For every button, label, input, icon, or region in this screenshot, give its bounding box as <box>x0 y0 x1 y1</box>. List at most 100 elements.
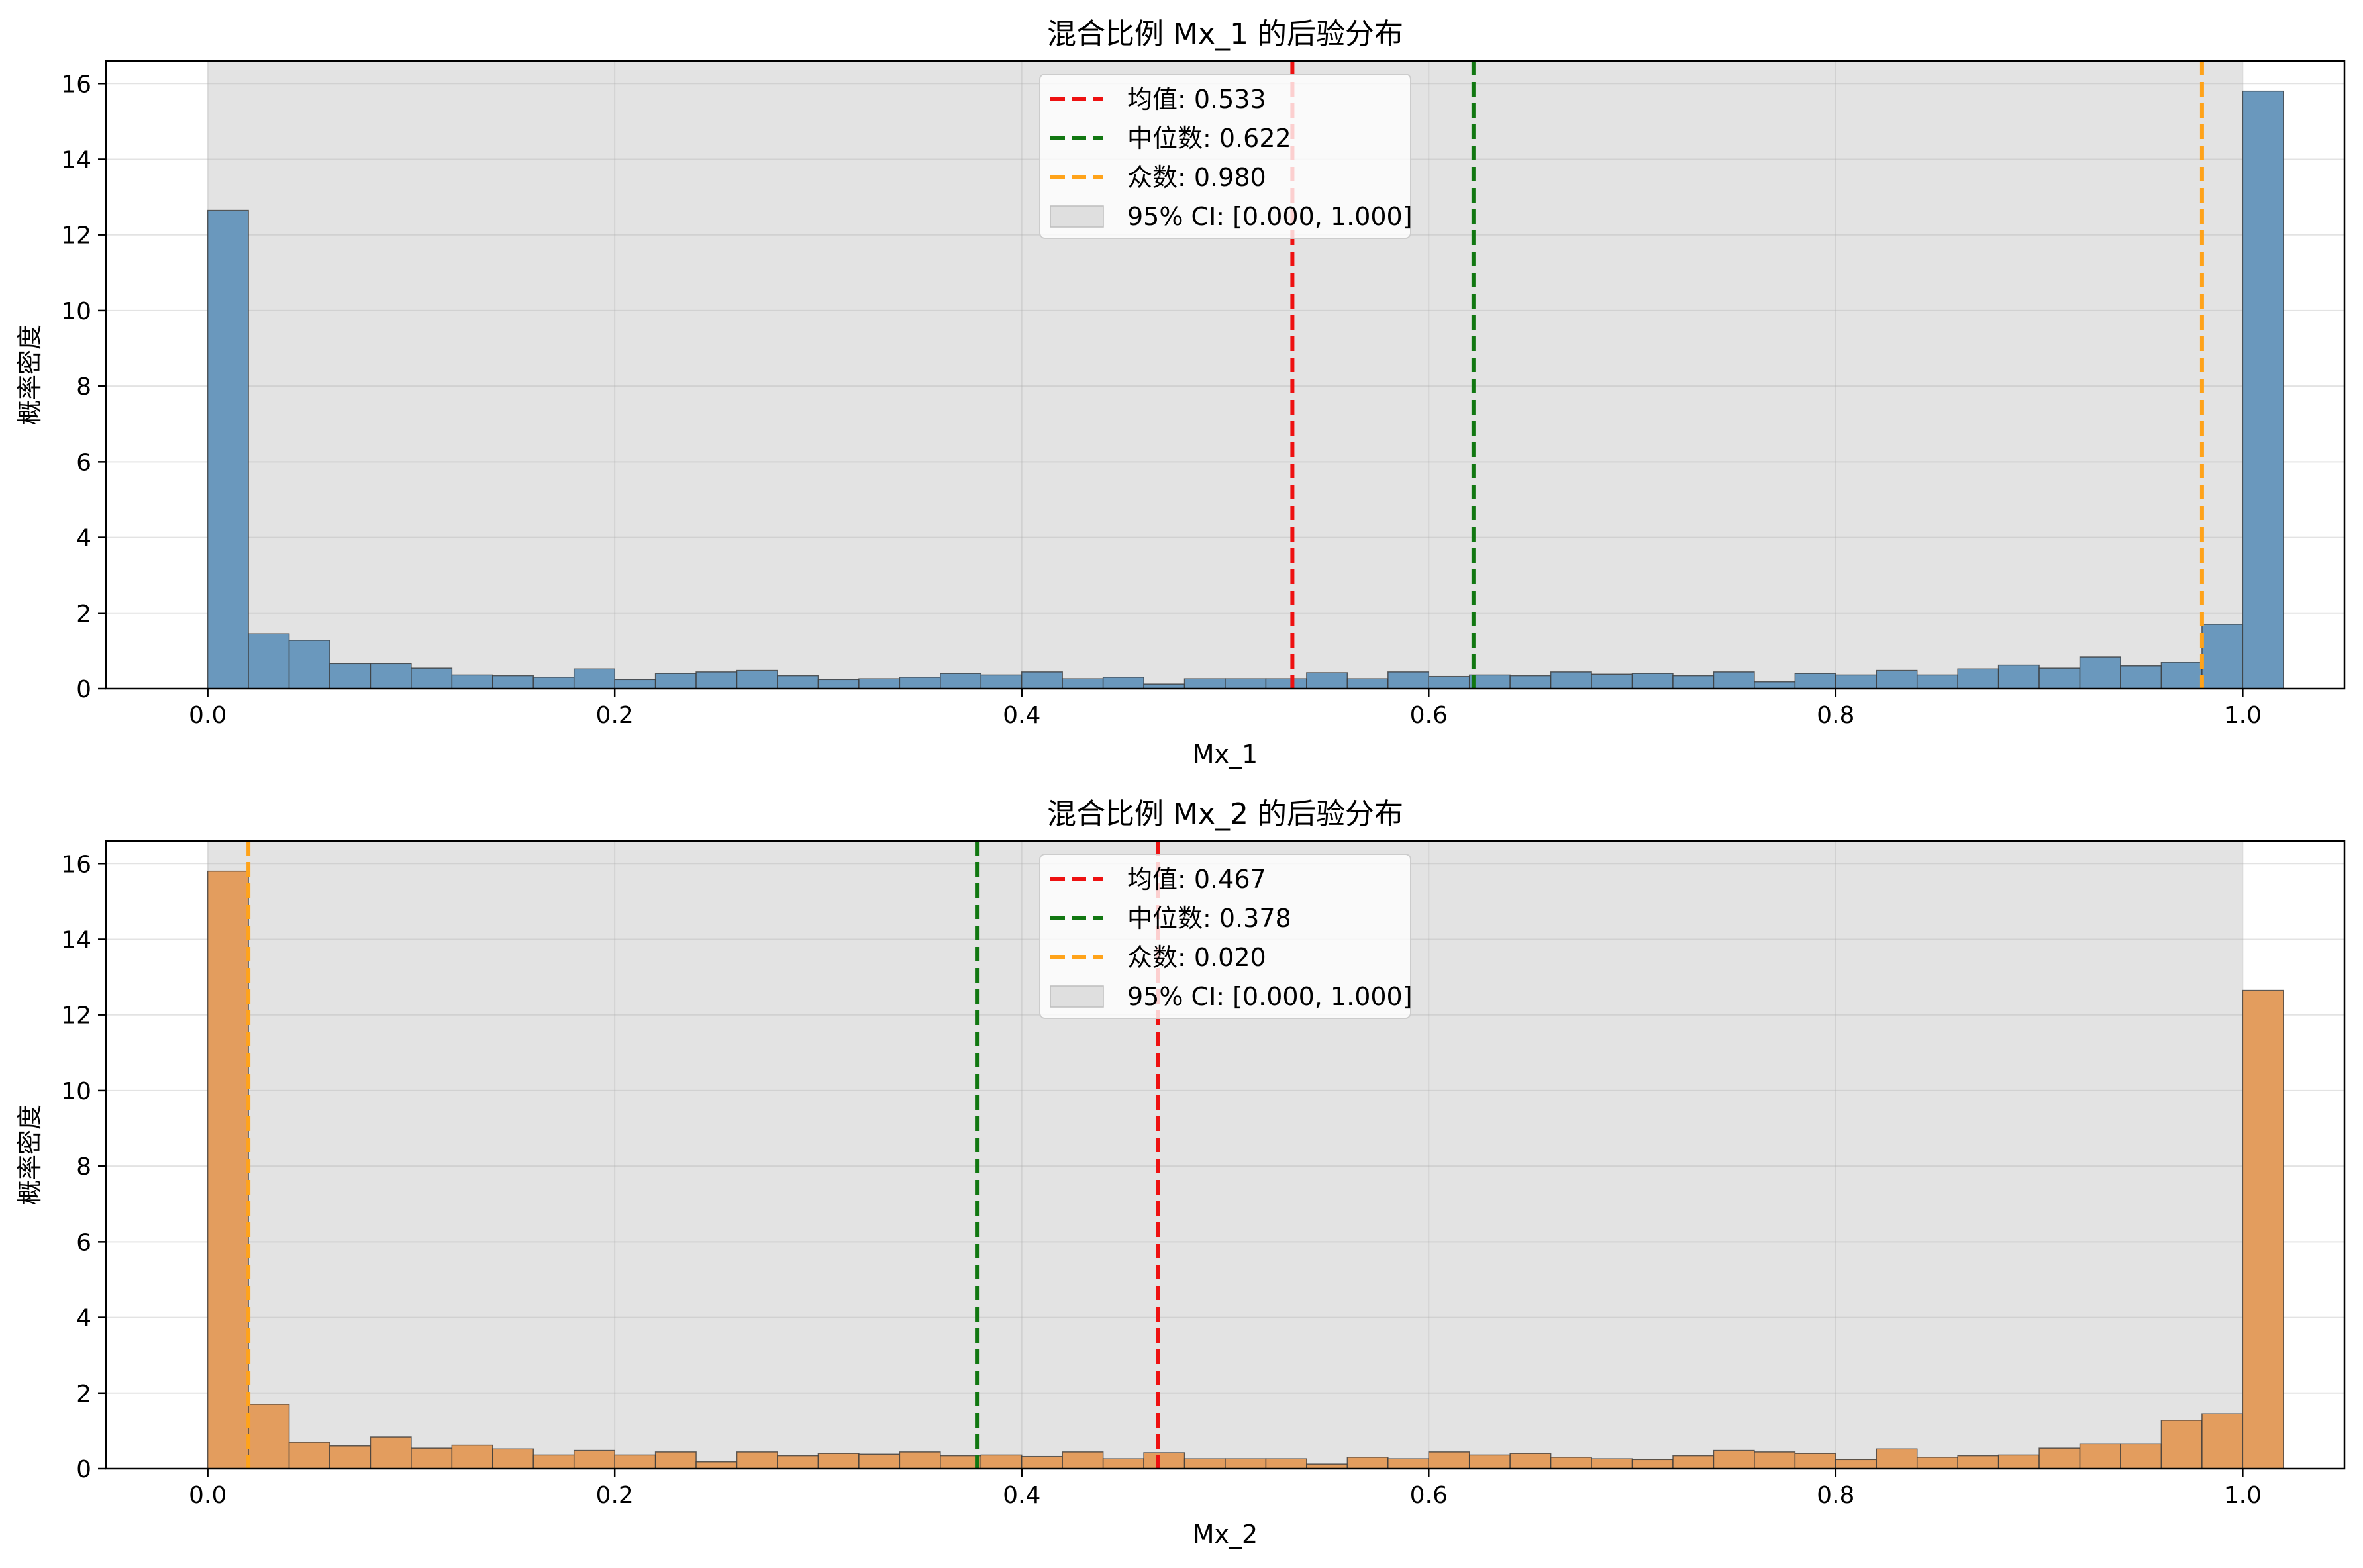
histogram-bar <box>654 673 697 689</box>
x-axis-label: Mx_2 <box>1193 1520 1258 1549</box>
histogram-bar <box>1876 669 1918 689</box>
histogram-bar <box>1997 664 2040 689</box>
histogram-bar <box>736 669 778 689</box>
histogram-bar <box>777 675 819 689</box>
y-axis-label: 概率密度 <box>15 1104 44 1205</box>
y-tick-label: 14 <box>61 146 91 173</box>
y-tick-label: 0 <box>76 676 91 703</box>
chart-2: 0.0 0.2 0.4 0.6 0.8 1.0 0 2 4 6 8 10 12 14 16 混合比例 Mx_2… <box>15 797 2346 1549</box>
histogram-bar <box>2242 90 2284 689</box>
y-tick-label: 12 <box>61 1003 91 1030</box>
x-tick-label: 0.0 <box>189 1482 226 1509</box>
x-tick-label: 0.4 <box>1003 702 1040 729</box>
y-tick-label: 6 <box>76 449 91 476</box>
histogram-bar <box>1306 672 1348 689</box>
x-tick-label: 0.2 <box>596 1482 634 1509</box>
histogram-bar <box>573 668 615 689</box>
plot-frame <box>105 840 2346 1470</box>
legend-swatch-patch <box>1050 985 1104 1008</box>
y-tick-label: 8 <box>76 1153 91 1181</box>
legend-label: 众数: 0.980 <box>1127 163 1266 192</box>
histogram-bar <box>1672 1455 1715 1469</box>
legend-swatch-patch <box>1050 205 1104 228</box>
histogram-bar <box>411 667 453 689</box>
x-tick-label: 0.0 <box>189 702 226 729</box>
histogram-bar <box>1225 1458 1267 1469</box>
x-axis-label: Mx_1 <box>1193 740 1258 769</box>
histogram-bar <box>532 1454 575 1469</box>
histogram-bar <box>1062 678 1104 689</box>
histogram-bar <box>1794 673 1836 689</box>
x-tick-label: 0.8 <box>1817 702 1854 729</box>
histogram-bar <box>1468 674 1511 689</box>
histogram-bar <box>2120 665 2162 689</box>
histogram-bar <box>1509 675 1552 689</box>
histogram-bar <box>1916 674 1958 689</box>
y-tick-label: 8 <box>76 373 91 401</box>
histogram-bar <box>207 870 249 1469</box>
histogram-bar <box>1346 678 1389 689</box>
legend-label: 中位数: 0.622 <box>1127 124 1291 153</box>
histogram-bar <box>1713 1449 1755 1469</box>
histogram-bar <box>1794 1453 1836 1469</box>
x-tick-label: 0.8 <box>1817 1482 1854 1509</box>
histogram-bar <box>492 675 534 689</box>
histogram-bar <box>1591 673 1633 689</box>
histogram-bar <box>2201 1413 2244 1469</box>
x-tick-label: 0.2 <box>596 702 634 729</box>
histogram-bar <box>1143 1452 1185 1469</box>
y-tick-label: 2 <box>76 601 91 628</box>
legend: 均值: 0.533 中位数: 0.622 众数: 0.980 95% CI: [0.0… <box>1039 74 1413 239</box>
y-tick-label: 10 <box>61 298 91 325</box>
histogram-bar <box>532 677 575 689</box>
y-tick-label: 14 <box>61 926 91 954</box>
histogram-bar <box>1428 675 1470 689</box>
plot-frame <box>105 60 2346 690</box>
histogram-bar <box>1835 674 1878 689</box>
x-tick-label: 1.0 <box>2224 1482 2262 1509</box>
histogram-bar <box>2201 624 2244 689</box>
histogram-bar <box>1021 671 1063 689</box>
histogram-bar <box>1183 1458 1226 1469</box>
histogram-bar <box>1997 1454 2040 1469</box>
legend-box <box>1039 854 1411 1019</box>
histogram-bar <box>899 1451 941 1469</box>
histogram-bar <box>2160 662 2203 689</box>
y-tick-label: 0 <box>76 1456 91 1483</box>
histogram-bar <box>940 1455 982 1469</box>
histogram-bar <box>573 1449 615 1469</box>
histogram-bar <box>2079 656 2121 689</box>
histogram-bar <box>1183 678 1226 689</box>
y-tick-label: 16 <box>61 851 91 878</box>
histogram-bar <box>1509 1453 1552 1469</box>
histogram-bar <box>1468 1454 1511 1469</box>
histogram-bar <box>980 674 1023 689</box>
histogram-bar <box>858 1453 901 1469</box>
legend-label: 中位数: 0.378 <box>1127 904 1291 933</box>
y-tick-label: 6 <box>76 1229 91 1256</box>
histogram-bar <box>248 1404 290 1469</box>
histogram-bar <box>940 673 982 689</box>
histogram-bar <box>370 663 412 689</box>
histogram-bar <box>451 1444 493 1469</box>
chart-title: 混合比例 Mx_2 的后验分布 <box>1047 797 1403 831</box>
histogram-bar <box>1062 1451 1104 1469</box>
histogram-bar <box>736 1451 778 1469</box>
histogram-bar <box>1102 677 1144 689</box>
histogram-bar <box>1754 681 1796 689</box>
legend: 均值: 0.467 中位数: 0.378 众数: 0.020 95% CI: [0.0… <box>1039 854 1413 1019</box>
legend-label: 众数: 0.020 <box>1127 943 1266 972</box>
histogram-bar <box>2120 1443 2162 1469</box>
chart-title: 混合比例 Mx_1 的后验分布 <box>1047 17 1403 51</box>
histogram-bar <box>1835 1459 1878 1469</box>
histogram-bar <box>1631 1459 1674 1469</box>
histogram-bar <box>1550 1457 1592 1469</box>
histogram-bar <box>1265 1458 1307 1469</box>
legend-label: 95% CI: [0.000, 1.000] <box>1127 982 1413 1011</box>
histogram-bar <box>1631 673 1674 689</box>
histogram-bar <box>248 633 290 689</box>
legend-label: 均值: 0.467 <box>1127 865 1266 894</box>
histogram-bar <box>817 679 860 689</box>
legend-box <box>1039 74 1411 239</box>
x-tick-label: 0.6 <box>1410 1482 1448 1509</box>
